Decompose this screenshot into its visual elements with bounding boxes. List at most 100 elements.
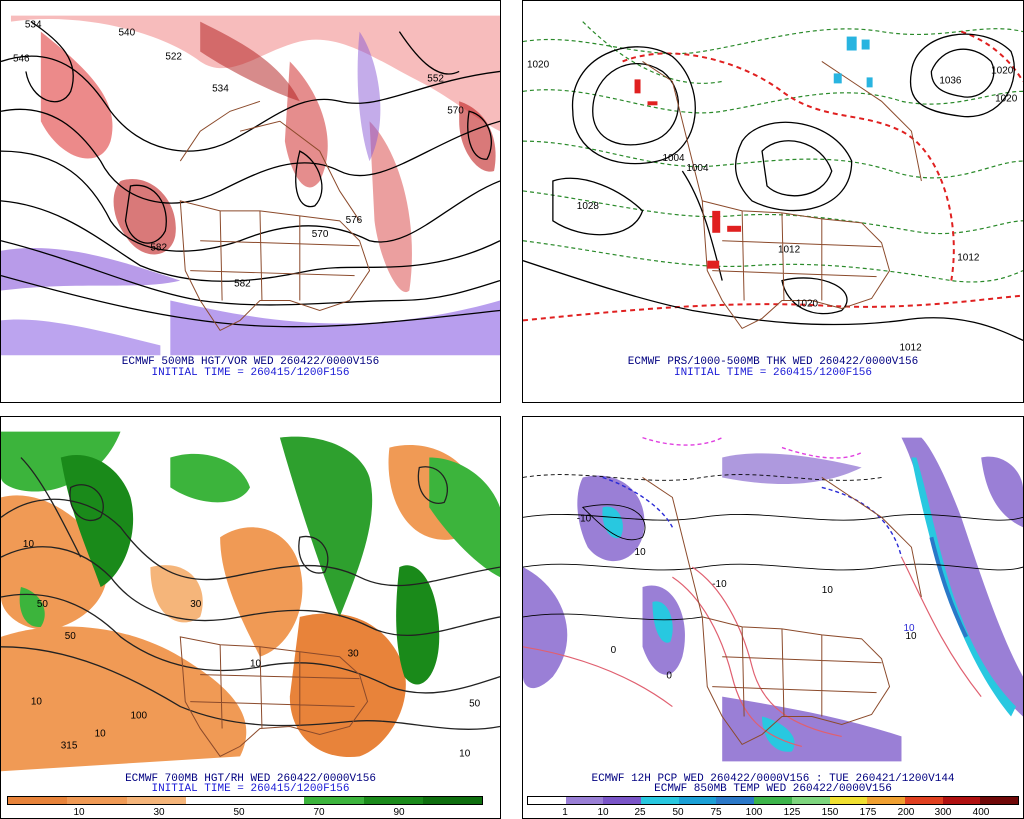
- colorbar-swatch: [716, 797, 755, 804]
- contour-label: 546: [13, 53, 30, 64]
- colorbar-tick: 300: [934, 807, 952, 818]
- colorbar-tick: 30: [153, 807, 165, 818]
- temp-label: 0: [666, 671, 672, 682]
- panel-initial-time: INITIAL TIME = 260415/1200F156: [151, 783, 350, 795]
- contour-label: 582: [150, 243, 167, 254]
- panel-title: ECMWF 500MB HGT/VOR WED 260422/0000V156: [121, 356, 380, 368]
- pressure-labels: 1020 1028 1004 1004 1012 1036 1020 1020 …: [527, 59, 1018, 353]
- colorbar-swatch: [791, 797, 830, 804]
- panel-title: ECMWF 12H PCP WED 260422/0000V156 : TUE …: [591, 773, 955, 785]
- pressure-label: 1036: [939, 75, 962, 86]
- panel-prs-thk: 1020 1028 1004 1004 1012 1036 1020 1020 …: [522, 0, 1024, 403]
- temp-label: 10: [635, 547, 647, 558]
- pressure-label: 1020: [796, 298, 819, 309]
- pressure-label: 1012: [957, 253, 980, 264]
- colorbar-tick: 25: [634, 807, 646, 818]
- colorbar-swatch: [603, 797, 642, 804]
- contour-label: 534: [212, 83, 229, 94]
- temp-label: 10: [903, 623, 915, 634]
- panel-700mb-hgt-rh: 10 50 50 10 10 30 100 315 30 50 10 10 EC…: [0, 416, 501, 819]
- pressure-label: 1012: [899, 342, 922, 353]
- map-prs-thk: 1020 1028 1004 1004 1012 1036 1020 1020 …: [523, 15, 1023, 356]
- colorbar-swatch: [980, 797, 1018, 804]
- temp-label: -10: [712, 579, 727, 590]
- colorbar-tick: 125: [783, 807, 801, 818]
- colorbar-swatch: [904, 797, 943, 804]
- rh-label: 30: [348, 649, 360, 660]
- colorbar-tick: 50: [233, 807, 245, 818]
- rh-label: 50: [65, 631, 77, 642]
- pressure-label: 1004: [662, 153, 685, 164]
- colorbar-tick: 10: [73, 807, 85, 818]
- panel-pcp-850-temp: -10 0 10 10 10 10 -10 0 ECMWF 12H PCP WE…: [522, 416, 1024, 819]
- colorbar-tick: 100: [745, 807, 763, 818]
- rh-label: 50: [37, 599, 49, 610]
- colorbar-tick: 50: [672, 807, 684, 818]
- map-pcp-850-temp: -10 0 10 10 10 10 -10 0: [523, 431, 1023, 772]
- contour-label: 570: [447, 105, 464, 116]
- colorbar-tick: 70: [313, 807, 325, 818]
- colorbar-swatch: [67, 797, 127, 804]
- pcp-colorbar: [527, 796, 1019, 805]
- colorbar-tick: 400: [972, 807, 990, 818]
- pressure-label: 1004: [686, 163, 709, 174]
- pressure-label: 1020: [527, 59, 550, 70]
- pressure-label: 1028: [577, 201, 600, 212]
- contour-label: 576: [346, 215, 363, 226]
- colorbar-swatch: [678, 797, 717, 804]
- colorbar-swatch: [304, 797, 364, 804]
- map-700mb-hgt-rh: 10 50 50 10 10 30 100 315 30 50 10 10: [1, 431, 500, 772]
- temp-label: 0: [611, 645, 617, 656]
- rh-label: 10: [250, 659, 262, 670]
- colorbar-swatch: [126, 797, 186, 804]
- panel-500mb-hgt-vor: 534 546 540 522 534 552 570 582 576 570 …: [0, 0, 501, 403]
- rh-label: 315: [61, 740, 78, 751]
- temp-label: 10: [822, 585, 834, 596]
- colorbar-swatch: [8, 797, 68, 804]
- temp-label: -10: [577, 513, 592, 524]
- contour-label: 534: [25, 20, 42, 31]
- colorbar-swatch: [528, 797, 566, 804]
- colorbar-swatch: [565, 797, 604, 804]
- rh-label: 10: [31, 697, 43, 708]
- colorbar-swatch: [363, 797, 423, 804]
- colorbar-tick: 10: [597, 807, 609, 818]
- colorbar-tick: 75: [710, 807, 722, 818]
- rh-colorbar: [7, 796, 483, 805]
- contour-label: 540: [119, 28, 136, 39]
- panel-title: ECMWF PRS/1000-500MB THK WED 260422/0000…: [627, 356, 919, 368]
- colorbar-swatch: [754, 797, 792, 804]
- colorbar-tick: 90: [393, 807, 405, 818]
- rh-label: 10: [459, 748, 471, 759]
- pressure-label: 1020: [995, 93, 1018, 104]
- temp-label: 10: [905, 631, 917, 642]
- colorbar-tick: 200: [897, 807, 915, 818]
- contour-label: 582: [234, 279, 251, 290]
- colorbar-tick: 150: [821, 807, 839, 818]
- colorbar-tick: 1: [562, 807, 568, 818]
- colorbar-swatch: [422, 797, 482, 804]
- rh-label: 10: [95, 728, 107, 739]
- contour-label: 522: [165, 51, 182, 62]
- contour-label: 552: [427, 73, 444, 84]
- colorbar-swatch: [185, 797, 245, 804]
- rh-label: 100: [130, 711, 147, 722]
- colorbar-tick: 175: [859, 807, 877, 818]
- colorbar-swatch: [942, 797, 981, 804]
- pressure-label: 1020: [991, 65, 1014, 76]
- colorbar-swatch: [867, 797, 905, 804]
- panel-initial-time: INITIAL TIME = 260415/1200F156: [673, 367, 873, 379]
- colorbar-swatch: [245, 797, 305, 804]
- rh-label: 10: [23, 539, 35, 550]
- pressure-label: 1012: [778, 245, 801, 256]
- rh-label: 30: [190, 599, 202, 610]
- rh-label: 50: [469, 699, 481, 710]
- colorbar-swatch: [829, 797, 868, 804]
- panel-subtitle: ECMWF 850MB TEMP WED 260422/0000V156: [654, 783, 892, 795]
- contour-labels: 534 546 540 522 534 552 570 582 576 570 …: [13, 20, 464, 290]
- temp-labels: -10 0 10 10 10 10 -10 0: [577, 513, 917, 681]
- contour-label: 570: [312, 229, 329, 240]
- panel-title: ECMWF 700MB HGT/RH WED 260422/0000V156: [125, 773, 376, 785]
- panel-initial-time: INITIAL TIME = 260415/1200F156: [151, 367, 350, 379]
- rh-labels: 10 50 50 10 10 30 100 315 30 50 10 10: [23, 539, 481, 759]
